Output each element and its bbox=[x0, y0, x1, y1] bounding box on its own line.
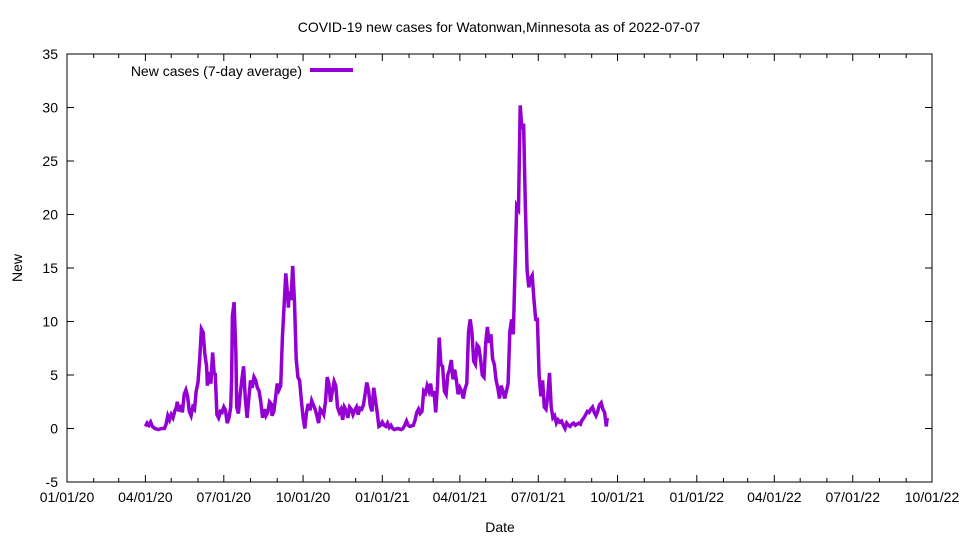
y-tick-label: 20 bbox=[42, 207, 58, 223]
x-tick-label: 07/01/22 bbox=[825, 489, 880, 505]
x-tick-label: 10/01/21 bbox=[590, 489, 645, 505]
y-tick-label: -5 bbox=[46, 474, 59, 490]
x-axis: 01/01/20 04/01/20 07/01/20 10/01/20 01/01/21… bbox=[40, 54, 960, 505]
y-axis: -5 0 5 10 15 20 25 30 35 bbox=[42, 46, 932, 490]
legend-label: New cases (7-day average) bbox=[131, 63, 302, 79]
x-tick-label: 04/01/20 bbox=[118, 489, 173, 505]
x-tick-label: 07/01/21 bbox=[511, 489, 566, 505]
y-tick-label: 35 bbox=[42, 46, 58, 62]
plot-frame bbox=[66, 53, 933, 483]
x-tick-label: 04/01/22 bbox=[747, 489, 802, 505]
x-tick-label: 04/01/21 bbox=[433, 489, 488, 505]
x-tick-label: 10/01/22 bbox=[905, 489, 960, 505]
series-layer bbox=[143, 105, 609, 434]
y-tick-label: 15 bbox=[42, 260, 58, 276]
y-axis-label: New bbox=[9, 253, 25, 282]
y-tick-label: 25 bbox=[42, 153, 58, 169]
x-tick-label: 07/01/20 bbox=[197, 489, 252, 505]
plot-area bbox=[66, 53, 933, 483]
y-tick-label: 10 bbox=[42, 314, 58, 330]
y-tick-label: 5 bbox=[50, 367, 58, 383]
x-tick-label: 01/01/21 bbox=[355, 489, 410, 505]
x-axis-label: Date bbox=[485, 519, 515, 535]
x-tick-label: 01/01/20 bbox=[40, 489, 95, 505]
y-tick-label: 30 bbox=[42, 100, 58, 116]
series-line bbox=[143, 105, 609, 434]
legend: New cases (7-day average) bbox=[131, 63, 353, 79]
y-tick-label: 0 bbox=[50, 421, 58, 437]
x-tick-label: 01/01/22 bbox=[670, 489, 725, 505]
chart-title: COVID-19 new cases for Watonwan,Minnesot… bbox=[298, 19, 701, 35]
x-tick-label: 10/01/20 bbox=[276, 489, 331, 505]
